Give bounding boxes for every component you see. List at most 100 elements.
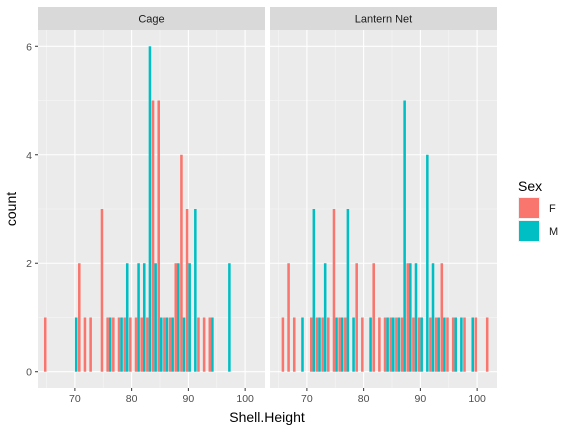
bar-m <box>426 154 429 372</box>
bar-f <box>287 263 290 372</box>
bar-m <box>420 317 423 372</box>
x-tick-label: 80 <box>126 393 138 405</box>
y-tick-label: 4 <box>26 150 32 162</box>
bar-f <box>321 317 324 372</box>
bar-f <box>202 317 206 372</box>
bar-f <box>485 317 489 372</box>
bar-f <box>292 317 296 372</box>
bar-f <box>315 317 319 372</box>
legend-keys: FM <box>518 197 558 242</box>
bar-m <box>409 263 412 372</box>
bar-m <box>148 46 152 372</box>
x-tick-label: 70 <box>301 393 313 405</box>
bar-m <box>318 317 321 372</box>
bar-m <box>471 317 475 372</box>
facet-lantern-net: Lantern Net <box>270 7 497 388</box>
bar-f <box>383 317 387 372</box>
x-axis-title: Shell.Height <box>229 409 305 425</box>
bar-m <box>142 263 146 372</box>
bar-f <box>474 317 478 372</box>
bar-f <box>281 317 285 372</box>
gridlines-lantern-net <box>270 30 497 388</box>
bar-f <box>106 317 109 372</box>
bar-m <box>431 263 435 372</box>
bar-f <box>43 317 47 372</box>
bar-m <box>454 317 457 372</box>
bar-m <box>369 317 372 372</box>
bar-m <box>137 263 140 372</box>
bar-f <box>417 317 421 372</box>
x-axis: 70 80 90 100 70 80 90 100 <box>69 388 486 405</box>
facet-label-lantern-net: Lantern Net <box>355 14 412 26</box>
x-tick-label: 100 <box>236 393 254 405</box>
bar-m <box>171 317 174 372</box>
bar-m <box>340 317 344 372</box>
bar-f <box>463 317 466 372</box>
bar-m <box>182 317 186 372</box>
x-tick-label: 90 <box>415 393 427 405</box>
bar-f <box>434 317 438 372</box>
y-tick-label: 2 <box>26 258 32 270</box>
x-tick-label: 80 <box>358 393 370 405</box>
legend-key-m <box>519 221 539 241</box>
bar-m <box>414 263 418 372</box>
bar-m <box>312 209 316 372</box>
x-tick-label: 70 <box>69 393 81 405</box>
bar-f <box>180 154 183 372</box>
facet-strip-lantern-net <box>270 7 497 30</box>
legend-label-f: F <box>549 203 556 215</box>
bar-f <box>361 317 364 372</box>
bar-f <box>451 317 455 372</box>
x-tick-label: 100 <box>468 393 486 405</box>
bar-f <box>332 209 336 372</box>
bar-f <box>134 317 138 372</box>
bar-m <box>397 317 401 372</box>
bar-f <box>197 317 200 372</box>
bar-f <box>355 263 358 372</box>
bars-lantern-net <box>281 100 489 372</box>
bar-m <box>125 263 129 372</box>
bar-f <box>146 317 149 372</box>
bar-f <box>406 263 410 372</box>
bar-f <box>440 263 444 372</box>
bar-f <box>185 209 189 372</box>
facet-strip-cage <box>38 7 265 30</box>
bar-m <box>228 263 231 372</box>
bar-m <box>335 317 338 372</box>
bar-f <box>100 209 104 372</box>
bar-f <box>140 317 143 372</box>
legend-title: Sex <box>518 178 542 194</box>
bar-f <box>123 317 126 372</box>
legend-label-m: M <box>549 226 558 238</box>
bar-f <box>338 317 341 372</box>
bar-f <box>129 317 132 372</box>
bar-f <box>157 100 161 372</box>
bar-f <box>429 317 432 372</box>
bar-f <box>117 317 121 372</box>
bar-m <box>443 317 446 372</box>
bar-m <box>323 263 327 372</box>
bar-f <box>412 317 415 372</box>
bar-m <box>177 263 180 372</box>
legend: Sex FM <box>518 178 558 242</box>
bar-m <box>352 317 355 372</box>
y-axis: 0 2 4 6 <box>26 41 38 379</box>
bar-f <box>400 317 404 372</box>
bar-m <box>188 263 191 372</box>
bar-f <box>78 263 81 372</box>
legend-key-f <box>519 198 539 218</box>
facet-label-cage: Cage <box>138 14 164 26</box>
bar-f <box>446 317 449 372</box>
bars-cage <box>43 46 231 372</box>
y-tick-label: 0 <box>26 367 32 379</box>
bar-m <box>165 317 169 372</box>
bar-m <box>403 100 406 372</box>
y-axis-title: count <box>3 192 19 226</box>
bar-m <box>386 317 389 372</box>
bar-m <box>154 263 157 372</box>
bar-f <box>168 317 172 372</box>
bar-m <box>301 317 304 372</box>
bar-f <box>174 263 178 372</box>
bar-f <box>389 317 393 372</box>
